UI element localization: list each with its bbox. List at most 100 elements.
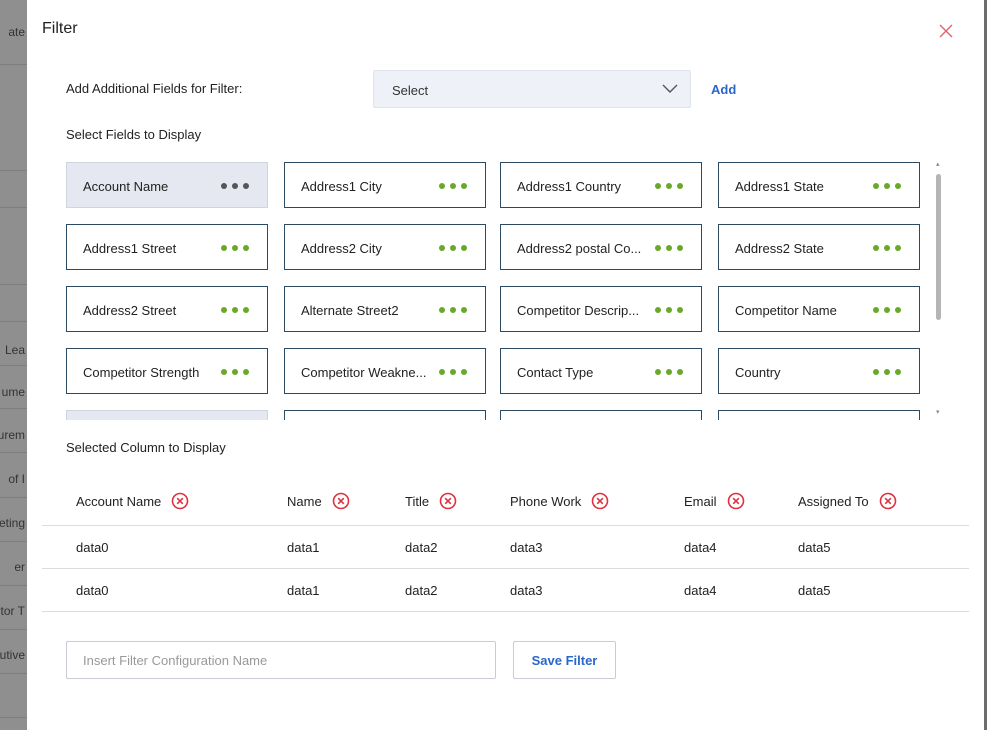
table-cell: data1 <box>287 540 320 555</box>
close-icon[interactable] <box>937 22 955 40</box>
field-option[interactable]: Alternate Street2 <box>284 286 486 332</box>
remove-column-icon[interactable] <box>171 492 189 510</box>
more-options-icon[interactable] <box>873 245 901 251</box>
column-header: Name <box>287 492 350 510</box>
background-divider <box>0 284 27 285</box>
more-options-icon[interactable] <box>221 245 249 251</box>
scroll-down-icon[interactable]: ▾ <box>936 409 940 416</box>
more-options-icon[interactable] <box>439 183 467 189</box>
remove-column-icon[interactable] <box>332 492 350 510</box>
more-options-icon[interactable] <box>221 307 249 313</box>
select-value: Select <box>392 83 429 98</box>
field-option-label: Contact Type <box>517 365 594 380</box>
additional-fields-select[interactable]: Select <box>373 70 691 108</box>
background-text: eting <box>0 516 25 530</box>
remove-column-icon[interactable] <box>727 492 745 510</box>
background-divider <box>0 541 27 542</box>
field-option[interactable]: Competitor Weakne... <box>284 348 486 394</box>
filter-name-input[interactable] <box>66 641 496 679</box>
field-option[interactable]: Address2 City <box>284 224 486 270</box>
field-option[interactable]: Competitor Name <box>718 286 920 332</box>
background-divider <box>0 629 27 630</box>
table-body: data0 data1 data2 data3 data4 data5 data0 data1… <box>42 526 969 612</box>
column-header-label: Title <box>405 493 430 509</box>
field-option[interactable]: Address1 City <box>284 162 486 208</box>
background-divider <box>0 673 27 674</box>
field-option-label: Competitor Name <box>735 303 837 318</box>
more-options-icon[interactable] <box>655 245 683 251</box>
more-options-icon[interactable] <box>221 369 249 375</box>
field-option[interactable] <box>284 410 486 420</box>
field-option-label: Address2 State <box>735 241 824 256</box>
background-divider <box>0 170 27 171</box>
filter-modal: Filter Add Additional Fields for Filter:… <box>27 0 984 730</box>
more-options-icon[interactable] <box>439 369 467 375</box>
chevron-down-icon <box>662 84 678 93</box>
background-text: utive <box>0 648 25 662</box>
field-option-label: Address1 State <box>735 179 824 194</box>
table-cell: data2 <box>405 583 438 598</box>
column-header: Email <box>684 492 745 510</box>
background-divider <box>0 585 27 586</box>
field-option-label: Alternate Street2 <box>301 303 399 318</box>
background-page: ate Lea ume urem of I eting er tor T uti… <box>0 0 27 730</box>
background-text: er <box>14 560 25 574</box>
column-header: Assigned To <box>798 492 897 510</box>
more-options-icon[interactable] <box>873 369 901 375</box>
more-options-icon[interactable] <box>873 183 901 189</box>
field-option-label: Country <box>735 365 781 380</box>
field-option[interactable]: Address2 Street <box>66 286 268 332</box>
field-option[interactable]: Address2 State <box>718 224 920 270</box>
column-header-label: Email <box>684 493 717 509</box>
field-option[interactable]: Address1 State <box>718 162 920 208</box>
additional-fields-label: Add Additional Fields for Filter: <box>66 81 243 96</box>
field-option[interactable]: Country <box>718 348 920 394</box>
field-option[interactable]: Address1 Street <box>66 224 268 270</box>
remove-column-icon[interactable] <box>439 492 457 510</box>
field-option[interactable]: Contact Type <box>500 348 702 394</box>
table-cell: data5 <box>798 583 831 598</box>
table-cell: data5 <box>798 540 831 555</box>
more-options-icon[interactable] <box>655 183 683 189</box>
background-text: tor T <box>0 604 25 618</box>
field-option[interactable]: Account Name <box>66 162 268 208</box>
column-header: Account Name <box>76 492 189 510</box>
field-option[interactable]: Competitor Descrip... <box>500 286 702 332</box>
more-options-icon[interactable] <box>655 369 683 375</box>
scroll-thumb[interactable] <box>936 174 941 320</box>
table-row: data0 data1 data2 data3 data4 data5 <box>42 569 969 612</box>
field-option[interactable] <box>66 410 268 420</box>
field-option[interactable]: Address2 postal Co... <box>500 224 702 270</box>
field-option[interactable]: Address1 Country <box>500 162 702 208</box>
table-cell: data4 <box>684 583 717 598</box>
field-option[interactable]: Competitor Strength <box>66 348 268 394</box>
scroll-up-icon[interactable]: ▴ <box>936 161 940 168</box>
field-option-label: Competitor Strength <box>83 365 200 380</box>
table-cell: data0 <box>76 540 109 555</box>
fields-scrollbar[interactable]: ▴ ▾ <box>933 161 945 420</box>
modal-title: Filter <box>42 20 78 37</box>
table-cell: data1 <box>287 583 320 598</box>
background-text: Lea <box>4 343 25 357</box>
save-filter-button[interactable]: Save Filter <box>513 641 616 679</box>
more-options-icon[interactable] <box>873 307 901 313</box>
remove-column-icon[interactable] <box>879 492 897 510</box>
more-options-icon[interactable] <box>439 307 467 313</box>
column-header: Phone Work <box>510 492 609 510</box>
more-options-icon[interactable] <box>221 183 249 189</box>
column-header-label: Assigned To <box>798 493 869 509</box>
more-options-icon[interactable] <box>655 307 683 313</box>
field-option[interactable] <box>718 410 920 420</box>
column-header-label: Name <box>287 493 322 509</box>
more-options-icon[interactable] <box>439 245 467 251</box>
table-cell: data3 <box>510 583 543 598</box>
add-field-button[interactable]: Add <box>711 82 737 97</box>
field-option[interactable] <box>500 410 702 420</box>
table-cell: data0 <box>76 583 109 598</box>
remove-column-icon[interactable] <box>591 492 609 510</box>
selected-columns-label: Selected Column to Display <box>66 440 226 455</box>
table-row: data0 data1 data2 data3 data4 data5 <box>42 526 969 569</box>
field-option-label: Address2 postal Co... <box>517 241 642 256</box>
background-divider <box>0 64 27 65</box>
column-header: Title <box>405 492 457 510</box>
